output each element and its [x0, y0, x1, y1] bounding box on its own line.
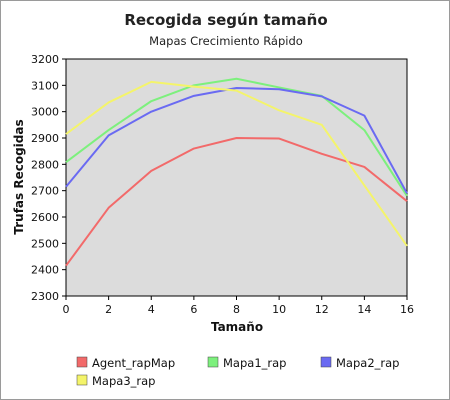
y-tick-label: 2700 — [31, 185, 59, 198]
y-tick-label: 2600 — [31, 211, 59, 224]
legend-label: Mapa1_rap — [223, 356, 286, 370]
series-line-4 — [65, 80, 408, 247]
legend: Agent_rapMap Mapa1_rap Mapa2_rap Mapa3_rap — [76, 356, 399, 388]
x-tick-label: 0 — [63, 303, 70, 316]
series-line-2 — [65, 77, 408, 197]
legend-label: Agent_rapMap — [92, 356, 175, 370]
plot-area — [65, 58, 408, 297]
y-axis-ticks: 2300 2400 2500 2600 2700 2800 2900 3000 3100 3200 — [31, 53, 66, 303]
x-tick-label: 4 — [148, 303, 155, 316]
x-axis-ticks: 0 2 4 6 8 10 12 14 16 — [63, 296, 414, 316]
chart-title: Recogida según tamaño — [124, 11, 327, 29]
chart-subtitle: Mapas Crecimiento Rápido — [149, 34, 303, 48]
x-tick-label: 12 — [315, 303, 329, 316]
legend-swatch — [76, 356, 88, 368]
x-tick-label: 2 — [105, 303, 112, 316]
x-axis-label: Tamaño — [211, 320, 263, 334]
x-tick-label: 14 — [357, 303, 371, 316]
y-tick-label: 2400 — [31, 264, 59, 277]
y-tick-label: 3100 — [31, 79, 59, 92]
legend-label: Mapa2_rap — [336, 356, 399, 370]
x-tick-label: 6 — [190, 303, 197, 316]
legend-swatch — [76, 374, 88, 386]
y-axis-label: Trufas Recogidas — [12, 119, 26, 234]
x-tick-label: 8 — [233, 303, 240, 316]
series-line-3 — [65, 86, 408, 194]
y-tick-label: 2300 — [31, 290, 59, 303]
y-tick-label: 2500 — [31, 237, 59, 250]
y-tick-label: 3000 — [31, 106, 59, 119]
legend-label: Mapa3_rap — [92, 374, 155, 388]
legend-swatch — [320, 356, 332, 368]
y-tick-label: 2800 — [31, 158, 59, 171]
series-line-1 — [65, 137, 408, 267]
y-tick-label: 3200 — [31, 53, 59, 66]
y-tick-label: 2900 — [31, 132, 59, 145]
x-tick-label: 16 — [400, 303, 414, 316]
x-tick-label: 10 — [272, 303, 286, 316]
series-lines — [65, 77, 408, 267]
legend-swatch — [207, 356, 219, 368]
